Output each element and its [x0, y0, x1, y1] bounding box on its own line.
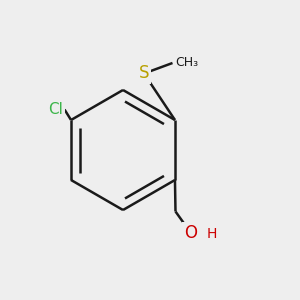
Text: S: S	[139, 64, 149, 82]
Text: O: O	[184, 224, 197, 242]
Text: H: H	[207, 227, 217, 241]
Text: Cl: Cl	[48, 102, 63, 117]
Text: CH₃: CH₃	[175, 56, 198, 70]
